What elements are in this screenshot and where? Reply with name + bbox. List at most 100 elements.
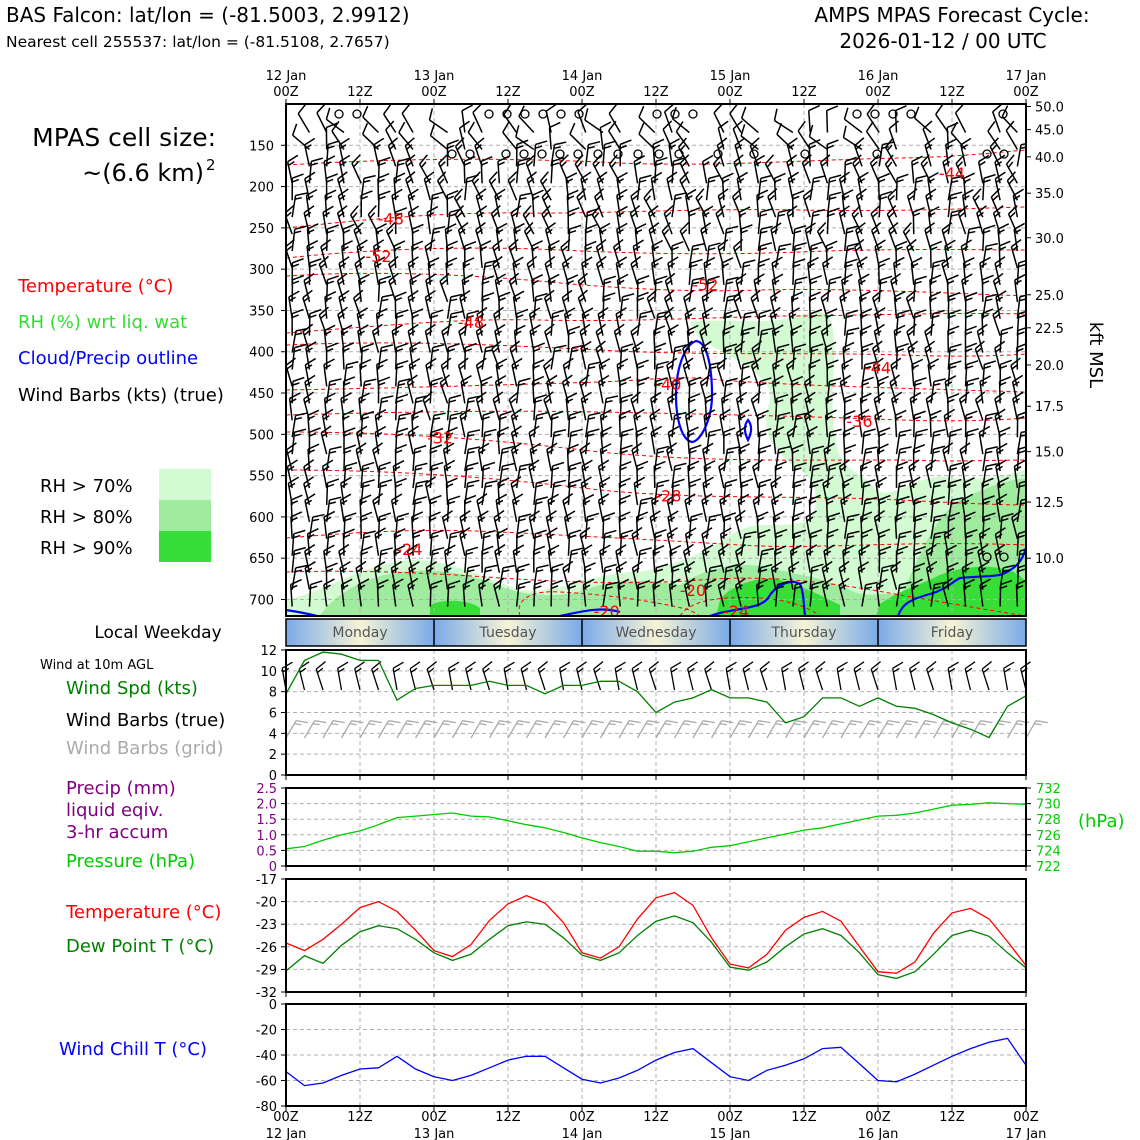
wind-barb-feather (563, 364, 571, 370)
wind-barb-feather (411, 240, 424, 247)
wind-barb-feather (858, 544, 870, 552)
wind-barb-feather (670, 550, 677, 556)
surface-wind-barb-feather (559, 661, 571, 669)
wind-barb-feather (363, 530, 376, 535)
wind-barb-feather (597, 262, 604, 268)
wind-barb-feather (482, 292, 495, 298)
wind-barb-feather (343, 528, 355, 535)
wind-barb-feather (736, 171, 748, 180)
wind-barb-feather (772, 426, 785, 433)
wind-barb-feather (684, 493, 696, 501)
wind-barb-feather (295, 564, 308, 569)
wind-barb-feather (685, 188, 697, 197)
wind-barb-feather (638, 580, 651, 586)
wind-barb-feather (750, 391, 762, 401)
wind-barb-feather (407, 543, 418, 552)
wind-barb-feather (327, 280, 335, 285)
wind-barb-feather (926, 550, 934, 556)
wind-barb-feather (759, 450, 767, 454)
wind-barb-feather (829, 276, 842, 281)
wind-barb-feather (450, 315, 458, 319)
wind-barb-feather (751, 144, 758, 150)
weekday-name: Friday (931, 625, 973, 641)
wind-barb-feather (759, 377, 772, 383)
wind-barb-feather (914, 534, 922, 539)
wind-barb-feather (709, 518, 717, 522)
wind-barb-feather (718, 144, 725, 150)
wind-barb-feather (810, 314, 818, 319)
wind-barb-feather (735, 577, 746, 586)
wind-barb-feather (362, 416, 370, 420)
wind-barb-feather (704, 578, 717, 586)
wind-barb-feather (547, 381, 554, 387)
surface-wind-barb-feather (871, 667, 879, 674)
wind-barb-feather (685, 408, 697, 417)
wind-barb-feather (535, 292, 548, 298)
wind-barb-feather (342, 415, 350, 420)
wind-barb-feather (414, 501, 422, 505)
wind-barb (865, 131, 880, 150)
wind-barb-feather (492, 347, 499, 353)
wind-barb-feather (377, 178, 385, 183)
wind-barb-feather (324, 330, 332, 336)
wind-barb-feather (911, 256, 923, 264)
wind-barb-feather (529, 307, 541, 315)
wind-barb (809, 136, 828, 151)
wind-barb-feather (926, 465, 934, 471)
grid-wind-barb-feather (610, 720, 623, 724)
wind-barb-feather (735, 543, 747, 552)
wind-barb-feather (439, 272, 450, 282)
wind-barb-feather (569, 410, 582, 416)
wind-barb-feather (427, 211, 435, 217)
wind-barb-feather (388, 272, 399, 282)
wind-barb-feather (479, 240, 492, 247)
wind-barb-feather (874, 239, 886, 247)
wind-barb-feather (794, 467, 802, 471)
wind-barb-feather (619, 415, 627, 420)
wind-barb-feather (852, 154, 862, 164)
wind-barb-feather (774, 172, 786, 179)
contour-minus20-a (286, 570, 1026, 616)
wind-barb-feather (637, 297, 645, 302)
panel-ytick-label: 6 (269, 707, 277, 722)
wind-barb-feather (717, 188, 729, 197)
wind-barb (297, 113, 311, 133)
wind-barb-feather (999, 381, 1007, 386)
wind-barb-feather (812, 467, 820, 471)
wind-barb-feather (513, 544, 525, 552)
wind-barb-feather (911, 155, 923, 163)
wind-barb-feather (934, 530, 947, 535)
wind-barb-feather (701, 493, 713, 501)
contour-label: -36 (846, 412, 872, 431)
wind-barb-feather (584, 567, 592, 573)
wind-barb-feather (294, 196, 302, 200)
pressure-tick-label: 150 (249, 139, 274, 154)
wind-barb-feather (826, 364, 834, 369)
wind-barb-feather (455, 137, 465, 147)
wind-barb-feather (1020, 142, 1026, 146)
wind-barb-feather (941, 222, 953, 231)
wind-barb-feather (839, 171, 850, 180)
wind-barb-feather (701, 228, 708, 234)
wind-barb-feather (846, 225, 859, 230)
wind-barb-feather (993, 313, 1001, 319)
wind-barb-feather (667, 177, 675, 184)
wind-barb-feather (475, 222, 486, 231)
wind-barb-feather (879, 551, 887, 556)
wind-barb-feather (414, 445, 427, 450)
wind-barb-feather (1017, 534, 1026, 539)
wind-barb-feather (529, 431, 537, 437)
wind-barb-feather (391, 493, 403, 501)
wind-barb-feather (546, 374, 558, 383)
wind-barb-feather (933, 433, 941, 437)
wind-barb-feather (339, 550, 346, 556)
wind-barb-feather (591, 205, 601, 216)
wind-barb-feather (294, 230, 302, 234)
wind-barb-feather (667, 527, 678, 535)
wind-barb-feather (292, 382, 300, 386)
wind-barb-feather (841, 358, 853, 366)
wind-barb-feather (544, 323, 555, 333)
grid-wind-barb-feather (499, 720, 512, 724)
wind-barb-feather (608, 120, 617, 132)
wind-barb-feather (511, 357, 523, 366)
